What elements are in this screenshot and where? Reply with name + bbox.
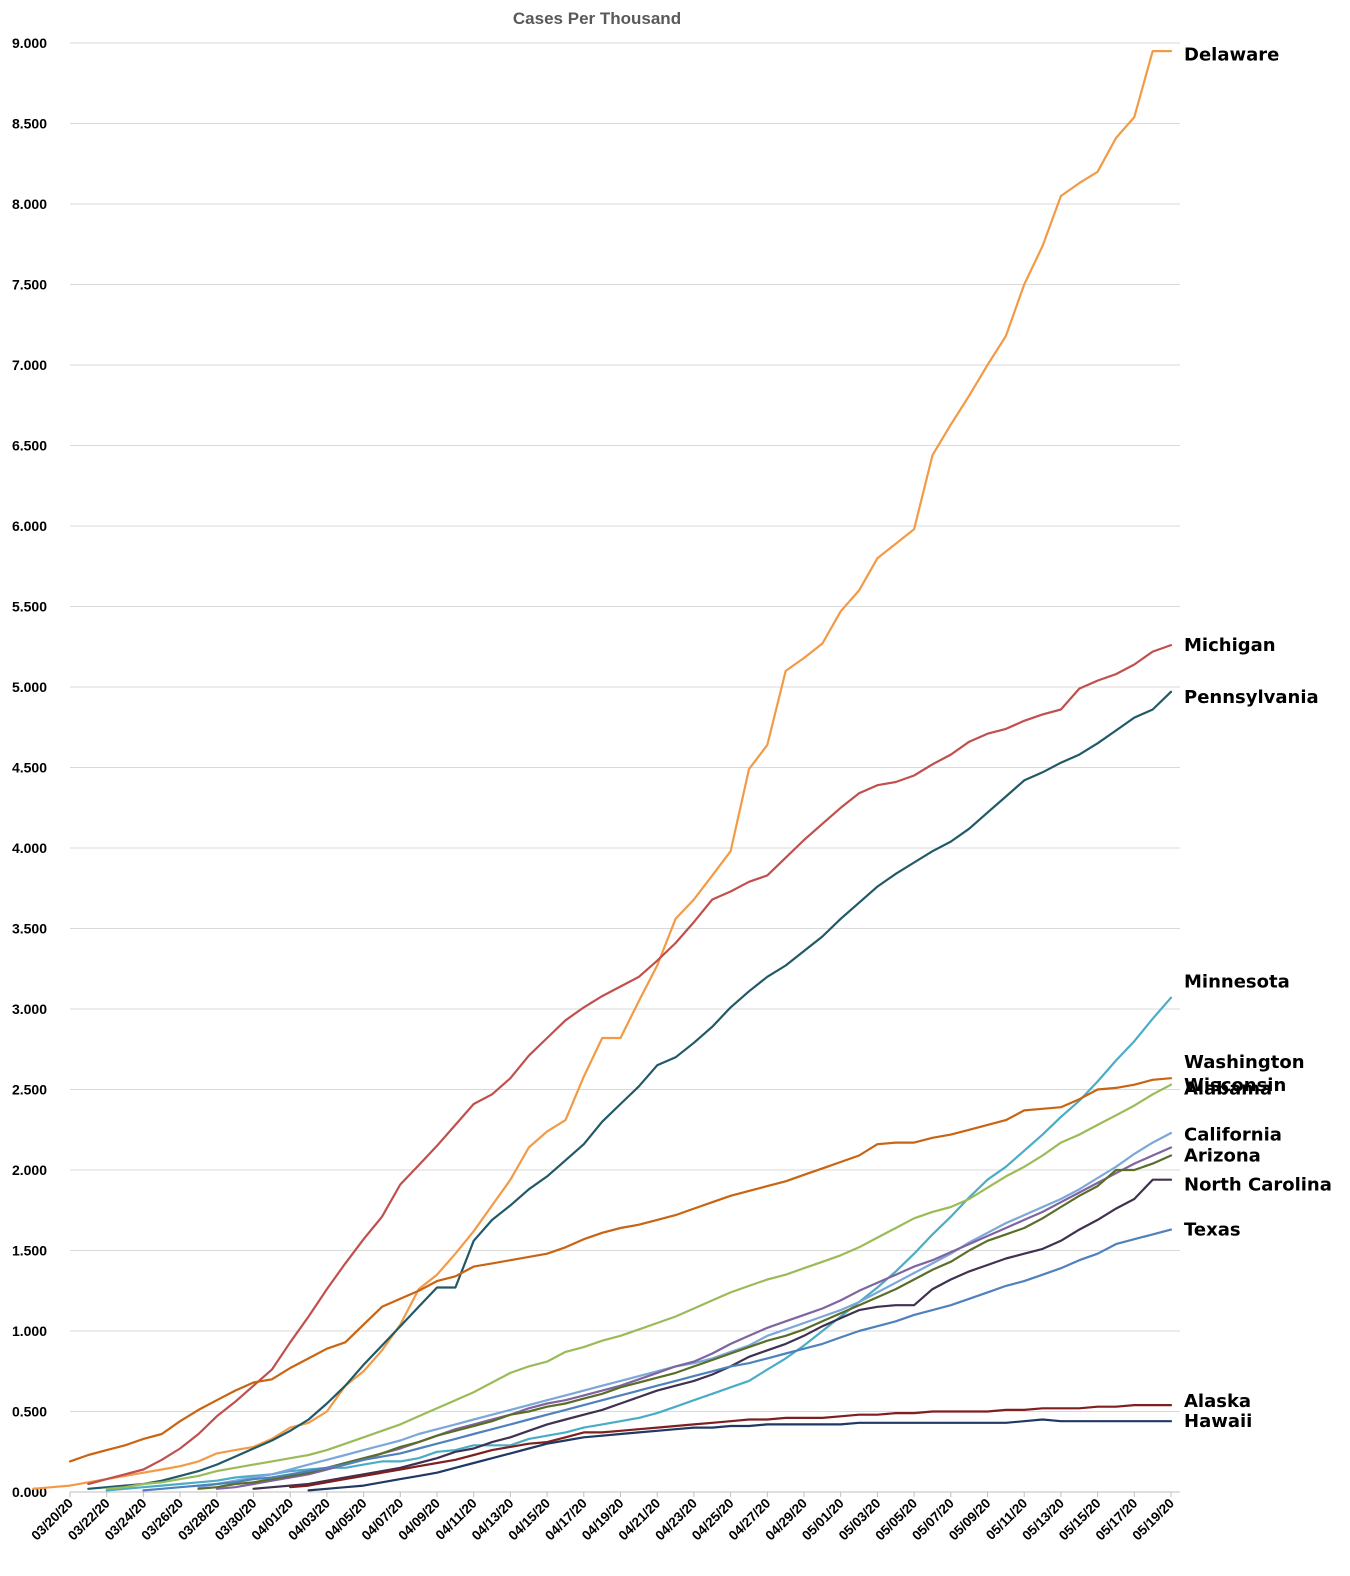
series-line-wisconsin [197, 1131, 1173, 1489]
y-tick-label: 1.500 [12, 1243, 47, 1259]
gridlines [70, 42, 1180, 1493]
series-label-minnesota: Minnesota [1184, 972, 1290, 993]
series-line-arizona [197, 1154, 1173, 1490]
y-tick-label: 5.000 [12, 679, 47, 695]
chart-title: Cases Per Thousand [513, 9, 681, 28]
series-line-michigan [87, 644, 1173, 1486]
series-label-wisconsin: Wisconsin [1184, 1075, 1286, 1096]
y-tick-label: 4.000 [12, 840, 47, 856]
series-line-north-carolina [252, 1178, 1173, 1490]
y-tick-label: 6.000 [12, 518, 47, 534]
y-tick-label: 7.500 [12, 277, 47, 293]
series-label-alabama: Alabama [1184, 1079, 1272, 1100]
series-label-michigan: Michigan [1184, 635, 1276, 656]
y-tick-label: 1.000 [12, 1323, 47, 1339]
y-tick-label: 3.000 [12, 1001, 47, 1017]
y-tick-label: 0.000 [12, 1484, 47, 1500]
y-tick-label: 5.500 [12, 599, 47, 615]
y-tick-label: 0.500 [12, 1404, 47, 1420]
series-line-minnesota [105, 996, 1173, 1492]
series-label-delaware: Delaware [1184, 44, 1279, 65]
series-labels: Delaware Michigan Pennsylvania Minnesota Was… [1184, 44, 1332, 1432]
x-axis-ticks: 03/20/2003/22/2003/24/2003/26/2003/28/20… [28, 1492, 1177, 1543]
y-tick-label: 9.000 [12, 35, 47, 51]
y-tick-label: 2.000 [12, 1162, 47, 1178]
series-lines [32, 50, 1173, 1492]
y-tick-label: 4.500 [12, 760, 47, 776]
y-tick-label: 7.000 [12, 357, 47, 373]
y-tick-label: 3.500 [12, 921, 47, 937]
series-label-alaska: Alaska [1184, 1391, 1251, 1412]
series-line-texas [142, 1228, 1173, 1492]
y-tick-label: 2.500 [12, 1082, 47, 1098]
series-label-washington: Washington [1184, 1052, 1305, 1073]
series-line-alaska [289, 1404, 1173, 1489]
series-line-delaware [32, 50, 1173, 1490]
series-line-alabama [105, 1083, 1173, 1490]
series-label-arizona: Arizona [1184, 1146, 1261, 1167]
series-label-hawaii: Hawaii [1184, 1411, 1252, 1432]
y-axis-ticks: 0.000 0.500 1.000 1.500 2.000 2.500 3.000 3.500… [12, 35, 47, 1500]
series-label-north-carolina: North Carolina [1184, 1175, 1332, 1196]
series-label-pennsylvania: Pennsylvania [1184, 687, 1319, 708]
series-line-washington [68, 1077, 1173, 1463]
series-label-california: California [1184, 1124, 1282, 1145]
series-line-hawaii [307, 1418, 1173, 1492]
series-label-texas: Texas [1184, 1220, 1241, 1241]
series-line-pennsylvania [87, 690, 1173, 1490]
y-tick-label: 8.500 [12, 116, 47, 132]
y-tick-label: 8.000 [12, 196, 47, 212]
y-tick-label: 6.500 [12, 438, 47, 454]
